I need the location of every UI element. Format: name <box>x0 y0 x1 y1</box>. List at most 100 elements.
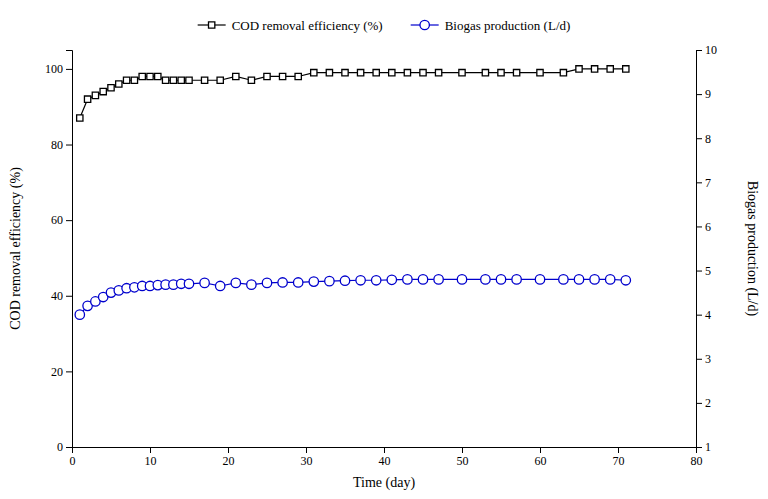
point <box>373 70 379 76</box>
point <box>200 278 209 287</box>
tick: 80 <box>51 138 72 152</box>
tick-mark <box>696 226 702 227</box>
legend-label: COD removal efficiency (%) <box>232 18 383 33</box>
point <box>325 276 334 285</box>
tick-label: 10 <box>705 43 717 57</box>
point <box>170 77 176 83</box>
tick-label: 4 <box>705 308 711 322</box>
tick: 10 <box>145 447 157 468</box>
point <box>607 66 613 72</box>
tick: 60 <box>51 213 72 227</box>
point <box>435 70 441 76</box>
point <box>108 85 114 91</box>
tick-mark <box>696 50 702 51</box>
axis-line <box>697 51 703 448</box>
point <box>559 275 568 284</box>
tick-mark <box>66 69 72 70</box>
point <box>357 70 363 76</box>
tick: 6 <box>696 220 711 234</box>
tick-mark <box>540 447 541 453</box>
point <box>147 73 153 79</box>
tick: 0 <box>57 440 72 454</box>
point <box>356 276 365 285</box>
point <box>420 70 426 76</box>
tick-mark <box>696 271 702 272</box>
point <box>217 77 223 83</box>
point <box>418 275 427 284</box>
chart: 0102030405060708002040608010012345678910… <box>0 0 768 499</box>
tick-label: 30 <box>301 454 313 468</box>
point <box>233 73 239 79</box>
tick: 9 <box>696 87 711 101</box>
legend-item: COD removal efficiency (%) <box>198 18 383 33</box>
legend: COD removal efficiency (%) Biogas product… <box>198 18 571 33</box>
tick-mark <box>696 138 702 139</box>
point <box>311 70 317 76</box>
point <box>100 88 106 94</box>
tick: 100 <box>45 62 72 76</box>
tick: 30 <box>301 447 313 468</box>
axis-line <box>66 51 73 448</box>
point <box>77 115 83 121</box>
point <box>201 77 207 83</box>
tick-mark <box>696 182 702 183</box>
tick-mark <box>66 447 72 448</box>
tick-mark <box>66 371 72 372</box>
point <box>591 66 597 72</box>
tick: 60 <box>535 447 547 468</box>
tick-mark <box>696 94 702 95</box>
tick: 20 <box>51 365 72 379</box>
point <box>496 275 505 284</box>
tick: 0 <box>70 447 76 468</box>
point <box>248 77 254 83</box>
tick-label: 20 <box>223 454 235 468</box>
tick-label: 2 <box>705 396 711 410</box>
point <box>590 275 599 284</box>
tick-label: 0 <box>70 454 76 468</box>
point <box>264 73 270 79</box>
tick-mark <box>66 145 72 146</box>
tick-label: 0 <box>57 440 63 454</box>
series-line <box>80 279 626 314</box>
series-line <box>80 69 626 118</box>
point <box>247 280 256 289</box>
tick: 40 <box>379 447 391 468</box>
legend-marker <box>420 20 429 29</box>
tick-label: 80 <box>51 138 63 152</box>
axis-line <box>73 448 697 454</box>
tick-mark <box>696 403 702 404</box>
tick: 8 <box>696 132 711 146</box>
tick-mark <box>696 315 702 316</box>
point <box>498 70 504 76</box>
series-markers <box>77 66 629 121</box>
tick-label: 100 <box>45 62 63 76</box>
plot-area <box>75 66 630 320</box>
tick-label: 3 <box>705 352 711 366</box>
point <box>340 276 349 285</box>
point <box>535 275 544 284</box>
tick: 4 <box>696 308 711 322</box>
tick-mark <box>66 220 72 221</box>
tick-label: 8 <box>705 132 711 146</box>
y2-axis: 12345678910 <box>696 43 717 454</box>
legend-marker <box>209 22 215 28</box>
tick: 1 <box>696 440 711 454</box>
legend-item: Biogas production (L/d) <box>411 18 571 33</box>
point <box>387 275 396 284</box>
point <box>279 73 285 79</box>
point <box>278 278 287 287</box>
tick-label: 20 <box>51 365 63 379</box>
point <box>560 70 566 76</box>
tick: 50 <box>457 447 469 468</box>
point <box>116 81 122 87</box>
point <box>576 66 582 72</box>
tick: 2 <box>696 396 711 410</box>
y2-axis-title: Biogas production (L/d) <box>744 181 760 317</box>
point <box>457 275 466 284</box>
tick-mark <box>696 447 702 448</box>
point <box>186 77 192 83</box>
point <box>389 70 395 76</box>
point <box>178 77 184 83</box>
tick-label: 9 <box>705 87 711 101</box>
point <box>131 77 137 83</box>
